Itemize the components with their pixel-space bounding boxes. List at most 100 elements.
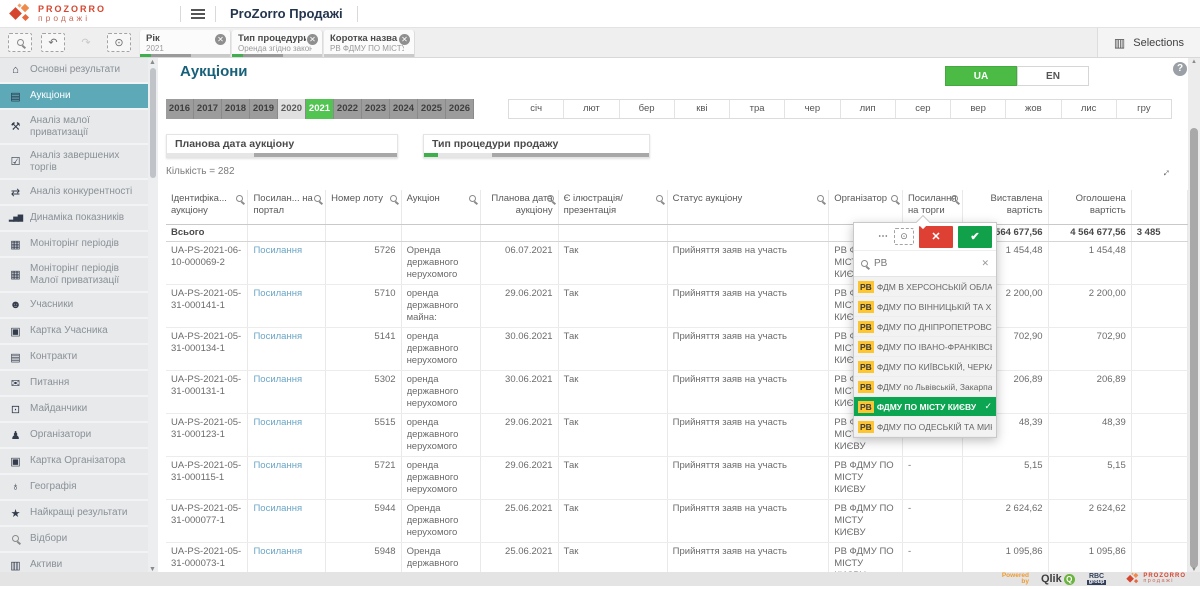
lang-en-button[interactable]: EN (1017, 66, 1089, 86)
month-button[interactable]: кві (674, 100, 730, 118)
month-button[interactable]: січ (509, 100, 565, 118)
month-button[interactable]: бер (619, 100, 675, 118)
fullscreen-expand-icon[interactable]: ↔ (1157, 163, 1174, 181)
column-search-icon[interactable] (389, 195, 397, 202)
year-button[interactable]: 2025 (418, 99, 446, 119)
chip-close-icon[interactable]: ✕ (399, 34, 410, 45)
column-search-icon[interactable] (469, 195, 477, 202)
sidebar-item[interactable]: ▤ Контракти (0, 345, 148, 369)
column-header-trade_link: Посилання на торги (902, 190, 963, 225)
cell-status: Прийняття заяв на участь (667, 284, 830, 329)
chip-close-icon[interactable]: ✕ (215, 34, 226, 45)
sidebar-item[interactable]: ▤ Аукціони (0, 84, 148, 108)
year-button[interactable]: 2018 (222, 99, 250, 119)
sidebar-item[interactable]: ▦ Моніторінг періодів (0, 232, 148, 256)
column-search-icon[interactable] (546, 195, 554, 202)
sidebar-item[interactable]: ▥ Активи (0, 553, 148, 574)
clear-search-icon[interactable]: ✕ (981, 258, 989, 268)
year-button[interactable]: 2026 (446, 99, 474, 119)
confirm-selection-button[interactable]: ✔ (958, 225, 992, 248)
year-button[interactable]: 2021 (306, 99, 334, 119)
sidebar-item[interactable]: ★ Найкращі результати (0, 501, 148, 525)
month-button[interactable]: гру (1116, 100, 1171, 118)
listbox-search-input[interactable]: РВ ✕ (854, 251, 996, 277)
sidebar-item[interactable]: ⇄ Аналіз конкурентності (0, 180, 148, 204)
cell-portal_link[interactable]: Посилання (247, 241, 327, 286)
sidebar-item[interactable]: ☑ Аналіз завершених торгів (0, 145, 148, 178)
month-button[interactable]: лис (1061, 100, 1117, 118)
cell-portal_link[interactable]: Посилання (247, 327, 327, 372)
chip-close-icon[interactable]: ✕ (307, 34, 318, 45)
content-scrollbar[interactable]: ▲ ▼ (1188, 58, 1200, 574)
column-search-icon[interactable] (817, 195, 825, 202)
cell-portal_link[interactable]: Посилання (247, 370, 327, 415)
filter-planned-date[interactable]: Планова дата аукціону (166, 134, 398, 158)
selections-button[interactable]: ▥ Selections (1096, 28, 1200, 57)
hamburger-menu-icon[interactable] (191, 8, 205, 11)
month-button[interactable]: сер (895, 100, 951, 118)
scroll-down-icon[interactable]: ▼ (1191, 567, 1197, 573)
sidebar-item[interactable]: ✉ Питання (0, 371, 148, 395)
sidebar-item[interactable]: ⚒ Аналіз малої приватизації (0, 110, 148, 143)
help-icon[interactable]: ? (1173, 62, 1187, 76)
month-button[interactable]: лип (840, 100, 896, 118)
year-button[interactable]: 2016 (166, 99, 194, 119)
year-button[interactable]: 2017 (194, 99, 222, 119)
smart-search-icon[interactable] (8, 33, 32, 52)
sidebar-item[interactable]: ▣ Картка Учасника (0, 319, 148, 343)
filter-chip[interactable]: Тип процедури...Оренда згідно закон...✕ (231, 30, 323, 57)
sidebar-item[interactable]: ⌂ Основні результати (0, 58, 148, 82)
sidebar-item[interactable]: ♁ Географія (0, 475, 148, 499)
cancel-selection-button[interactable]: ✕ (919, 225, 953, 248)
content-scroll-thumb[interactable] (1190, 128, 1198, 568)
more-options-icon[interactable]: ⋯ (878, 231, 889, 242)
selections-tool-icon[interactable]: ⊙ (894, 228, 914, 245)
month-button[interactable]: чер (785, 100, 841, 118)
scroll-up-icon[interactable]: ▲ (1191, 59, 1197, 65)
filter-chip[interactable]: Рік 2021 ✕ (139, 30, 231, 57)
filter-procedure-type[interactable]: Тип процедури продажу (423, 134, 650, 158)
column-search-icon[interactable] (950, 195, 958, 202)
sidebar-item[interactable]: ☻ Учасники (0, 293, 148, 317)
column-search-icon[interactable] (314, 195, 322, 202)
cell-portal_link[interactable]: Посилання (247, 499, 327, 544)
column-search-icon[interactable] (655, 195, 663, 202)
scroll-down-icon[interactable]: ▼ (149, 566, 156, 573)
scroll-up-icon[interactable]: ▲ (149, 59, 156, 66)
sidebar-scrollbar[interactable]: ▲ ▼ (148, 58, 158, 574)
sidebar-item[interactable]: Відбори (0, 527, 148, 551)
month-button[interactable]: лют (564, 100, 620, 118)
sidebar-item[interactable]: ▦ Моніторінг періодів Малої приватизації (0, 258, 148, 291)
sidebar-scroll-thumb[interactable] (150, 68, 156, 178)
year-button[interactable]: 2022 (334, 99, 362, 119)
column-search-icon[interactable] (236, 195, 244, 202)
cell-portal_link[interactable]: Посилання (247, 284, 327, 329)
month-button[interactable]: жов (1006, 100, 1062, 118)
cell-portal_link[interactable]: Посилання (247, 413, 327, 458)
listbox-item[interactable]: РВ ФДМУ ПО МІСТУ КИЄВУ ✓ (854, 397, 996, 417)
sidebar-item[interactable]: ▂▅▇ Динаміка показників (0, 206, 148, 230)
sidebar-item[interactable]: ⊡ Майданчики (0, 397, 148, 421)
clear-selections-icon[interactable]: ⊙ (107, 33, 131, 52)
year-button[interactable]: 2024 (390, 99, 418, 119)
column-search-icon[interactable] (890, 195, 898, 202)
lang-ua-button[interactable]: UA (945, 66, 1017, 86)
year-button[interactable]: 2023 (362, 99, 390, 119)
step-back-icon[interactable]: ↶ (41, 33, 65, 52)
cell-portal_link[interactable]: Посилання (247, 542, 327, 574)
sidebar-item[interactable]: ▣ Картка Організатора (0, 449, 148, 473)
year-button[interactable]: 2019 (250, 99, 278, 119)
filter-chip[interactable]: Коротка назва ...РВ ФДМУ ПО МІСТУ К...✕ (323, 30, 415, 57)
sidebar-item[interactable]: ♟ Організатори (0, 423, 148, 447)
cell-portal_link[interactable]: Посилання (247, 456, 327, 501)
month-button[interactable]: вер (951, 100, 1007, 118)
month-button[interactable]: тра (730, 100, 786, 118)
year-button[interactable]: 2020 (278, 99, 306, 119)
